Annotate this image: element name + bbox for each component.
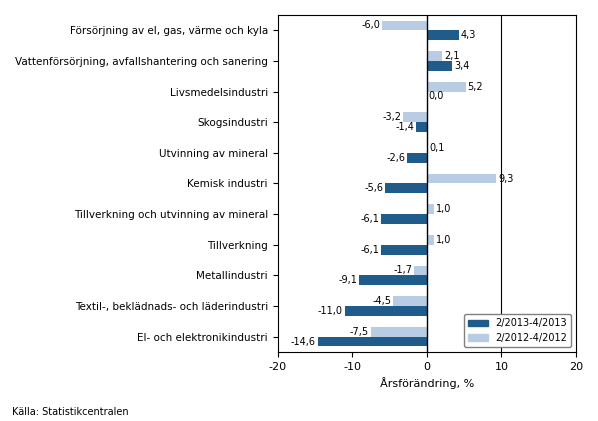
- Bar: [393, 296, 427, 306]
- Text: -14,6: -14,6: [291, 336, 316, 346]
- Text: 2,1: 2,1: [444, 51, 460, 61]
- Text: -3,2: -3,2: [382, 112, 401, 123]
- Bar: [416, 122, 427, 132]
- Legend: 2/2013-4/2013, 2/2012-4/2012: 2/2013-4/2013, 2/2012-4/2012: [464, 314, 571, 347]
- Bar: [427, 30, 459, 40]
- Text: -4,5: -4,5: [373, 296, 391, 306]
- Text: Källa: Statistikcentralen: Källa: Statistikcentralen: [12, 407, 129, 417]
- Text: -7,5: -7,5: [350, 327, 369, 337]
- Bar: [344, 306, 427, 316]
- Text: -6,1: -6,1: [361, 245, 379, 255]
- Bar: [382, 214, 427, 224]
- Text: -1,7: -1,7: [393, 266, 412, 275]
- Text: -6,0: -6,0: [361, 20, 380, 30]
- Text: -9,1: -9,1: [338, 275, 357, 285]
- Bar: [318, 337, 427, 346]
- Bar: [359, 275, 427, 285]
- Bar: [427, 174, 496, 184]
- Bar: [427, 235, 434, 245]
- Text: 5,2: 5,2: [468, 82, 483, 92]
- Bar: [407, 153, 427, 163]
- Bar: [403, 112, 427, 122]
- Bar: [382, 245, 427, 255]
- Bar: [382, 21, 427, 30]
- Bar: [427, 143, 428, 153]
- Text: 4,3: 4,3: [460, 30, 476, 40]
- Text: 9,3: 9,3: [498, 173, 513, 184]
- Text: 0,0: 0,0: [429, 91, 444, 101]
- Text: -11,0: -11,0: [318, 306, 343, 316]
- Bar: [427, 51, 443, 61]
- Bar: [427, 204, 434, 214]
- Text: 3,4: 3,4: [454, 61, 469, 71]
- Bar: [385, 184, 427, 193]
- X-axis label: Årsförändring, %: Årsförändring, %: [380, 377, 474, 389]
- Text: -5,6: -5,6: [364, 184, 383, 193]
- Text: -1,4: -1,4: [396, 122, 414, 132]
- Text: 1,0: 1,0: [436, 204, 451, 214]
- Text: -2,6: -2,6: [386, 153, 405, 163]
- Bar: [371, 327, 427, 337]
- Bar: [427, 82, 466, 92]
- Text: 1,0: 1,0: [436, 235, 451, 245]
- Bar: [427, 61, 452, 71]
- Text: -6,1: -6,1: [361, 214, 379, 224]
- Bar: [414, 266, 427, 275]
- Text: 0,1: 0,1: [429, 143, 445, 153]
